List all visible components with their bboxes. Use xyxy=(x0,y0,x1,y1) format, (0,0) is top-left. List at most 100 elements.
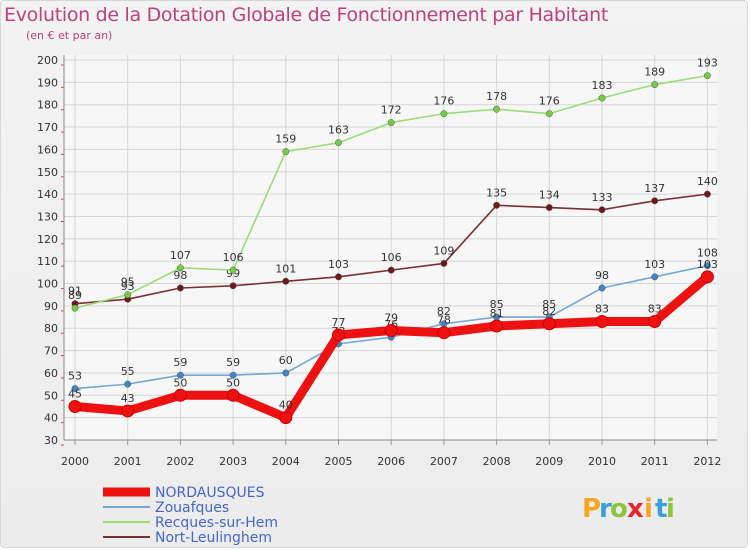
data-point xyxy=(387,119,395,127)
data-label: 108 xyxy=(697,247,718,260)
logo-letter: o xyxy=(610,494,628,524)
x-tick-label: 2003 xyxy=(219,455,247,468)
data-point xyxy=(598,284,606,292)
y-tick-label: 140 xyxy=(37,188,58,201)
data-point xyxy=(440,259,448,267)
y-tick-label: 110 xyxy=(37,255,58,268)
data-label: 83 xyxy=(595,303,609,316)
data-point xyxy=(124,380,132,388)
data-label: 93 xyxy=(121,280,135,293)
data-label: 59 xyxy=(173,356,187,369)
data-label: 176 xyxy=(539,95,560,108)
data-point xyxy=(282,277,290,285)
data-point xyxy=(598,94,606,102)
data-label: 40 xyxy=(279,399,293,412)
logo-letter: i xyxy=(644,494,653,524)
data-point xyxy=(651,197,659,205)
data-point xyxy=(545,204,553,211)
data-point xyxy=(71,385,79,393)
y-tick-label: 160 xyxy=(37,143,58,156)
x-tick-label: 2002 xyxy=(166,455,194,468)
data-point xyxy=(493,201,501,209)
y-tick-label: 50 xyxy=(44,389,58,402)
data-label: 82 xyxy=(542,305,556,318)
data-point xyxy=(598,206,606,214)
x-tick-label: 2008 xyxy=(483,455,511,468)
data-label: 103 xyxy=(328,258,349,271)
data-label: 137 xyxy=(644,182,665,195)
data-point xyxy=(226,388,240,402)
x-tick-label: 2009 xyxy=(535,455,563,468)
data-label: 50 xyxy=(173,376,187,389)
data-label: 98 xyxy=(595,269,609,282)
data-label: 82 xyxy=(437,305,451,318)
data-point xyxy=(335,273,342,281)
logo-letter: r xyxy=(599,494,612,524)
data-label: 103 xyxy=(697,258,718,271)
legend-label: Recques-sur-Hem xyxy=(155,515,278,531)
data-label: 134 xyxy=(539,189,560,202)
data-label: 85 xyxy=(490,298,504,311)
data-point xyxy=(229,371,237,379)
y-tick-label: 180 xyxy=(37,99,58,112)
data-point xyxy=(703,262,711,270)
data-point xyxy=(176,264,184,272)
y-tick-label: 190 xyxy=(37,76,58,89)
x-tick-label: 2011 xyxy=(641,455,669,468)
data-label: 176 xyxy=(433,95,454,108)
x-tick-label: 2005 xyxy=(325,455,353,468)
logo-letter: i xyxy=(666,494,675,524)
data-label: 109 xyxy=(433,244,454,257)
x-tick-label: 2012 xyxy=(693,455,721,468)
data-label: 91 xyxy=(68,285,82,298)
data-point xyxy=(384,323,398,337)
y-tick-label: 40 xyxy=(44,412,58,425)
y-tick-label: 60 xyxy=(44,367,58,380)
data-point xyxy=(229,266,237,274)
data-point xyxy=(176,284,184,292)
data-label: 53 xyxy=(68,370,82,383)
chart-subtitle: (en € et par an) xyxy=(26,29,113,42)
y-tick-label: 90 xyxy=(44,300,58,313)
logo-letter: t xyxy=(655,494,667,524)
data-label: 163 xyxy=(328,124,349,137)
data-label: 140 xyxy=(697,175,718,188)
data-point xyxy=(335,139,342,147)
data-point xyxy=(176,371,184,379)
data-point xyxy=(387,266,395,274)
y-tick-label: 150 xyxy=(37,166,58,179)
data-label: 95 xyxy=(121,276,135,289)
data-label: 55 xyxy=(121,365,135,378)
y-tick-label: 130 xyxy=(37,210,58,223)
legend-label: Zouafques xyxy=(155,500,229,516)
legend-label: Nort-Leulinghem xyxy=(155,530,272,546)
data-point xyxy=(124,291,132,299)
y-tick-label: 80 xyxy=(44,322,58,335)
data-point xyxy=(493,105,501,113)
data-label: 107 xyxy=(170,249,191,262)
data-label: 45 xyxy=(68,387,82,400)
x-tick-label: 2006 xyxy=(377,455,405,468)
data-label: 77 xyxy=(332,316,346,329)
chart-title: Evolution de la Dotation Globale de Fonc… xyxy=(4,4,609,26)
data-point xyxy=(651,273,659,281)
data-point xyxy=(437,326,451,340)
data-label: 103 xyxy=(644,258,665,271)
data-label: 101 xyxy=(275,262,296,275)
data-point xyxy=(71,304,79,312)
data-point xyxy=(332,328,345,342)
data-point xyxy=(651,81,659,89)
data-point xyxy=(121,404,135,418)
legend-label: NORDAUSQUES xyxy=(155,485,265,501)
data-label: 79 xyxy=(384,311,398,324)
y-tick-label: 170 xyxy=(37,121,58,134)
data-label: 172 xyxy=(381,104,402,117)
data-point xyxy=(700,270,714,284)
data-label: 59 xyxy=(226,356,240,369)
data-label: 78 xyxy=(437,314,451,327)
x-tick-label: 2000 xyxy=(61,455,89,468)
x-tick-label: 2001 xyxy=(114,455,142,468)
data-label: 106 xyxy=(223,251,244,264)
data-point xyxy=(282,148,290,156)
